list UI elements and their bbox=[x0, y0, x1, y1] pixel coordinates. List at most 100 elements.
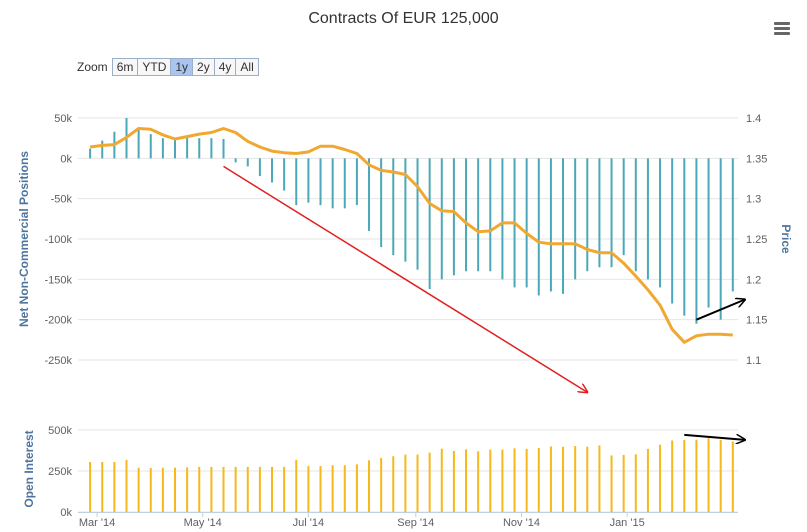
position-bar bbox=[562, 158, 565, 294]
open-interest-bar bbox=[622, 454, 625, 512]
zoom-all-button[interactable]: All bbox=[235, 58, 259, 76]
position-bar bbox=[295, 158, 298, 206]
zoom-4y-button[interactable]: 4y bbox=[213, 58, 237, 76]
position-bar bbox=[186, 138, 189, 159]
position-bar bbox=[368, 158, 371, 231]
positions-bars bbox=[89, 118, 734, 324]
y-tick-label: 0k bbox=[60, 507, 72, 519]
y-tick-label: 500k bbox=[48, 425, 72, 437]
x-tick-label: Nov '14 bbox=[503, 517, 540, 529]
position-bar bbox=[634, 158, 637, 272]
open-interest-bar bbox=[537, 448, 540, 512]
annotations bbox=[223, 165, 745, 439]
y-tick-label: -100k bbox=[44, 234, 72, 246]
open-interest-bar bbox=[343, 465, 346, 512]
position-bar bbox=[210, 138, 213, 159]
position-bar bbox=[258, 158, 261, 177]
open-interest-bar bbox=[137, 467, 140, 512]
open-interest-bars bbox=[89, 438, 734, 512]
open-interest-bar bbox=[125, 459, 128, 512]
open-interest-bar bbox=[113, 461, 116, 512]
open-interest-bar bbox=[283, 466, 286, 512]
open-interest-bar bbox=[646, 448, 649, 512]
open-interest-bar bbox=[161, 467, 164, 512]
open-interest-bar bbox=[89, 461, 92, 512]
open-interest-bar bbox=[210, 466, 213, 512]
position-bar bbox=[246, 158, 249, 167]
open-interest-bar bbox=[271, 466, 274, 512]
open-interest-bar bbox=[416, 454, 419, 512]
position-bar bbox=[501, 158, 504, 280]
open-interest-bar bbox=[258, 466, 261, 512]
position-bar bbox=[428, 158, 431, 290]
position-bar bbox=[307, 158, 310, 203]
zoom-6m-button[interactable]: 6m bbox=[111, 58, 139, 76]
open-interest-bar bbox=[634, 454, 637, 512]
red-trend-arrow bbox=[223, 165, 588, 392]
position-bar bbox=[392, 158, 395, 256]
position-bar bbox=[101, 140, 104, 159]
position-bar bbox=[416, 158, 419, 270]
position-bar bbox=[598, 158, 601, 268]
position-bar bbox=[89, 148, 92, 159]
position-bar bbox=[477, 158, 480, 272]
open-interest-bar bbox=[440, 448, 443, 512]
y-tick-label: 250k bbox=[48, 466, 72, 478]
position-bar bbox=[489, 158, 492, 272]
zoom-1y-button[interactable]: 1y bbox=[170, 58, 194, 76]
position-bar bbox=[234, 158, 237, 163]
open-interest-bar bbox=[174, 467, 177, 512]
open-interest-bar bbox=[101, 461, 104, 512]
position-bar bbox=[719, 158, 722, 320]
open-interest-bar bbox=[428, 452, 431, 512]
open-interest-bar bbox=[683, 439, 686, 512]
open-interest-bar bbox=[198, 466, 201, 512]
position-bar bbox=[137, 127, 140, 159]
position-bar bbox=[440, 158, 443, 280]
position-bar bbox=[586, 158, 589, 272]
position-bar bbox=[574, 158, 577, 280]
open-interest-bar bbox=[149, 468, 152, 512]
open-interest-bar bbox=[707, 438, 710, 512]
position-bar bbox=[731, 158, 734, 292]
open-interest-bar bbox=[562, 446, 565, 512]
open-interest-bar bbox=[549, 446, 552, 512]
y-tick-label: -250k bbox=[44, 355, 72, 367]
black-trend-arrow-top bbox=[696, 300, 745, 321]
open-interest-bar bbox=[501, 449, 504, 512]
zoom-2y-button[interactable]: 2y bbox=[192, 58, 215, 76]
open-interest-bar bbox=[659, 444, 662, 512]
hamburger-menu-icon[interactable] bbox=[774, 22, 790, 36]
position-bar bbox=[380, 158, 383, 248]
zoom-selector: Zoom 6m YTD 1y 2y 4y All bbox=[77, 58, 259, 76]
open-interest-bar bbox=[392, 456, 395, 512]
y-tick-label: -50k bbox=[51, 194, 73, 206]
position-bar bbox=[465, 158, 468, 272]
y-right-tick-label: 1.2 bbox=[746, 274, 761, 286]
y-right-tick-label: 1.35 bbox=[746, 153, 767, 165]
position-bar bbox=[161, 138, 164, 159]
position-bar bbox=[355, 158, 358, 206]
price-line bbox=[89, 127, 733, 344]
open-interest-bar bbox=[319, 466, 322, 512]
open-interest-bar bbox=[731, 441, 734, 512]
position-bar bbox=[537, 158, 540, 296]
open-interest-bar bbox=[574, 446, 577, 512]
open-interest-axis-title: Open Interest bbox=[22, 430, 36, 507]
open-interest-bar bbox=[331, 465, 334, 512]
position-bar bbox=[198, 138, 201, 159]
open-interest-bar bbox=[671, 440, 674, 512]
x-tick-label: Jul '14 bbox=[293, 517, 324, 529]
position-bar bbox=[622, 158, 625, 256]
position-bar bbox=[452, 158, 455, 276]
open-interest-bar bbox=[452, 450, 455, 512]
x-tick-label: Sep '14 bbox=[397, 517, 434, 529]
x-tick-label: May '14 bbox=[184, 517, 222, 529]
open-interest-bar bbox=[598, 445, 601, 512]
position-bar bbox=[343, 158, 346, 209]
chart-title: Contracts Of EUR 125,000 bbox=[308, 10, 499, 27]
position-bar bbox=[549, 158, 552, 292]
position-bar bbox=[683, 158, 686, 316]
open-interest-bar bbox=[719, 439, 722, 512]
y-right-tick-label: 1.3 bbox=[746, 194, 761, 206]
